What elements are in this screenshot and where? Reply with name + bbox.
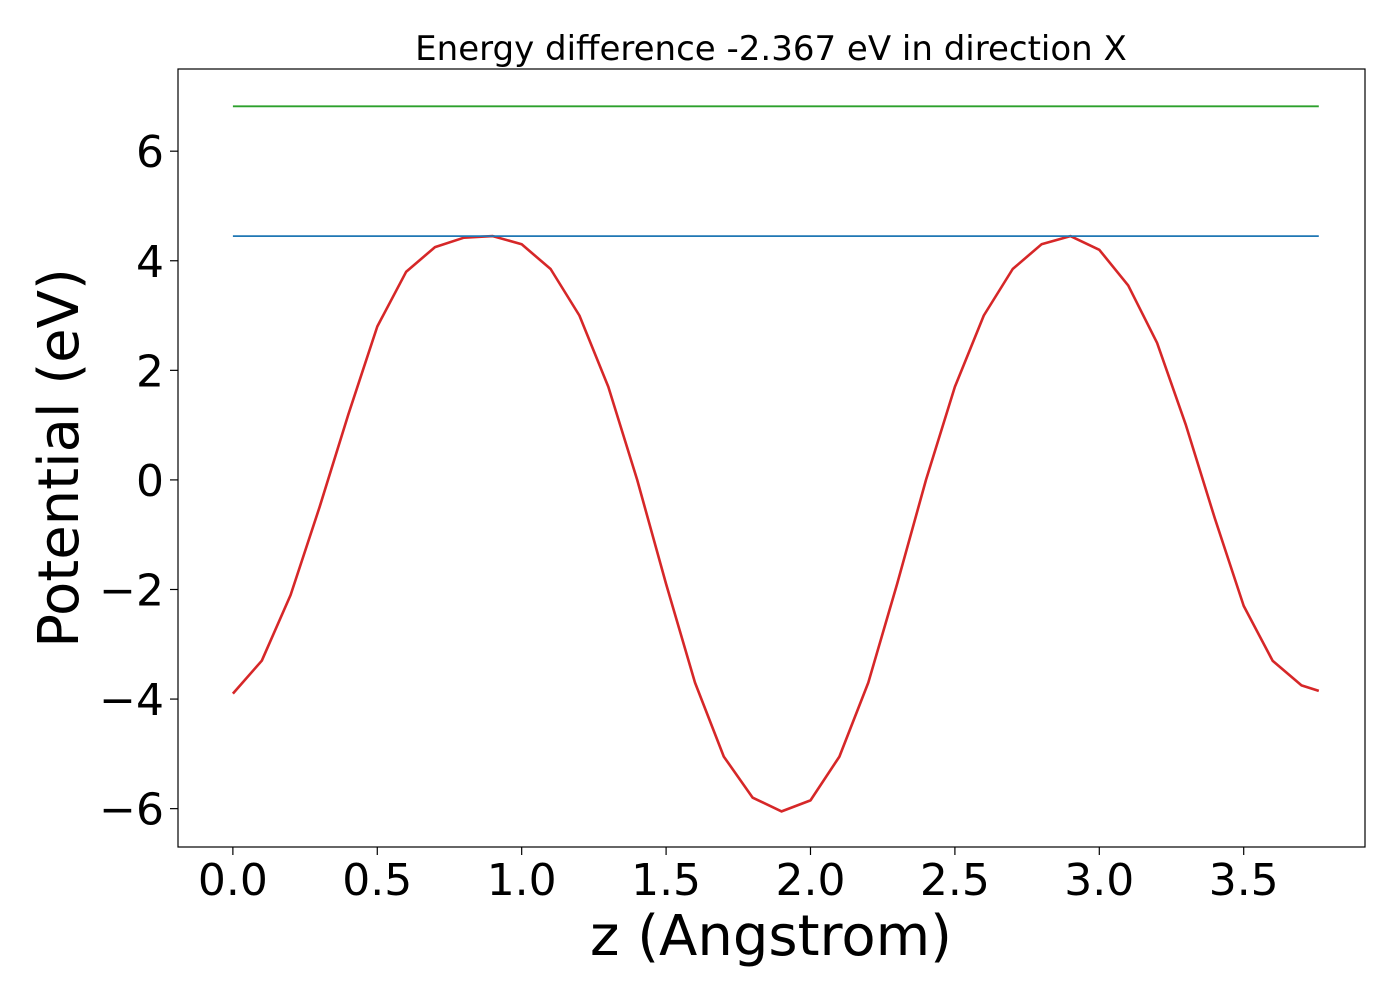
y-tick-label: 6 (136, 127, 164, 178)
plot-frame (177, 68, 1366, 848)
series-line-0 (231, 234, 1320, 813)
chart-title: Energy difference -2.367 eV in direction… (415, 29, 1127, 69)
y-tick-label: −4 (99, 675, 164, 726)
y-tick-label: −6 (99, 785, 164, 836)
x-tick-label: 3.0 (1064, 855, 1134, 906)
x-tick-label: 1.0 (487, 855, 557, 906)
x-tick-label: 0.5 (342, 855, 412, 906)
series-layer (231, 105, 1320, 813)
y-axis-ticks: −6 −4 −2 0 2 4 6 (99, 127, 178, 836)
x-tick-label: 2.5 (920, 855, 990, 906)
x-tick-label: 0.0 (198, 855, 268, 906)
x-tick-label: 3.5 (1209, 855, 1279, 906)
y-tick-label: −2 (99, 565, 164, 616)
y-axis-label: Potential (eV) (27, 268, 92, 648)
x-axis-label: z (Angstrom) (590, 904, 952, 969)
y-tick-label: 4 (136, 237, 164, 288)
x-axis-ticks: 0.0 0.5 1.0 1.5 2.0 2.5 3.0 3.5 (198, 847, 1279, 906)
y-tick-label: 0 (136, 456, 164, 507)
y-tick-label: 2 (136, 346, 164, 397)
x-tick-label: 2.0 (775, 855, 845, 906)
x-tick-label: 1.5 (631, 855, 701, 906)
